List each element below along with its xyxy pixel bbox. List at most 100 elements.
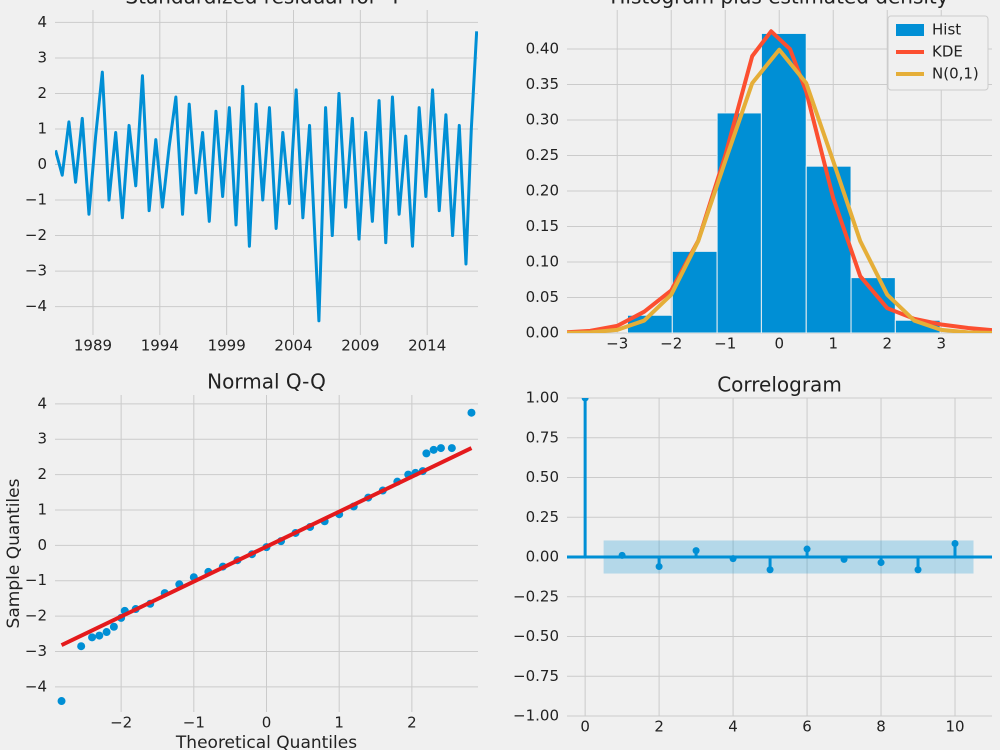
x-tick-label: −1 (714, 335, 736, 353)
y-tick-label: −1 (25, 571, 47, 589)
qq-point (109, 622, 118, 631)
y-tick-label: 1 (37, 119, 47, 137)
y-tick-label: 0.75 (526, 428, 559, 446)
legend-swatch (896, 24, 924, 36)
y-axis-label: Sample Quantiles (4, 478, 24, 628)
panel: −4 −3 −2 −1 0 1 2 3 4 1989 1994 1999 2004 2009 2014 Sta… (25, 0, 478, 355)
y-tick-label: 2 (37, 84, 47, 102)
legend: Hist KDE N(0,1) (887, 15, 989, 91)
y-tick-label: −1.00 (513, 707, 559, 725)
y-tick-label: −0.75 (513, 667, 559, 685)
y-tick-label: 0.10 (526, 253, 559, 271)
fit-line (60, 446, 473, 647)
x-tick-label: 2004 (274, 337, 312, 355)
y-tick-label: 2 (37, 465, 47, 483)
qq-point (436, 444, 445, 453)
y-tick-label: 0.00 (526, 324, 559, 342)
residual-line (55, 31, 478, 323)
x-tick-label: 0 (774, 335, 784, 353)
hist-bar (716, 112, 762, 333)
x-tick-label: 0 (262, 714, 272, 732)
x-tick-label: −3 (606, 335, 628, 353)
qq-point (422, 449, 431, 458)
y-tick-label: −0.50 (513, 627, 559, 645)
y-tick-label: 3 (37, 48, 47, 66)
y-tick-label: 0.05 (526, 288, 559, 306)
plot-area (55, 31, 478, 323)
x-tick-label: 4 (728, 718, 738, 736)
density-curve (567, 47, 992, 333)
qq-point (429, 445, 438, 454)
stem-marker (877, 559, 885, 567)
y-tick-label: 3 (37, 430, 47, 448)
y-tick-label: 0 (37, 536, 47, 554)
x-tick-label: 6 (802, 718, 812, 736)
y-tick-label: 0.35 (526, 75, 559, 93)
plot-area (57, 408, 476, 706)
qq-point (95, 631, 104, 640)
y-tick-label: 0.00 (526, 548, 559, 566)
stem-marker (914, 566, 922, 574)
qq-point (102, 628, 111, 637)
chart-title: Correlogram (717, 373, 842, 397)
chart-title: Normal Q-Q (207, 370, 326, 394)
x-tick-label: 1 (334, 714, 344, 732)
y-tick-label: 4 (37, 394, 47, 412)
stem-marker (951, 539, 959, 547)
x-axis-label: Theoretical Quantiles (175, 733, 357, 750)
y-tick-label: 4 (37, 13, 47, 31)
stem-marker (655, 563, 663, 571)
y-tick-label: 0.20 (526, 182, 559, 200)
x-tick-label: 1989 (74, 337, 112, 355)
density-curve (567, 29, 992, 333)
x-tick-label: −2 (660, 335, 682, 353)
stem-marker (618, 551, 626, 559)
y-tick-label: 1 (37, 500, 47, 518)
y-tick-label: −4 (25, 297, 47, 315)
x-tick-label: 2 (654, 718, 664, 736)
chart-title: Standardized residual for "I" (125, 0, 407, 9)
y-tick-label: 0.25 (526, 146, 559, 164)
legend-label: KDE (932, 43, 963, 61)
qq-point (77, 642, 86, 651)
qq-point (447, 444, 456, 453)
x-tick-label: 2 (882, 335, 892, 353)
x-tick-label: 1 (828, 335, 838, 353)
y-tick-label: 0 (37, 155, 47, 173)
x-tick-label: 2 (407, 714, 417, 732)
qq-point (88, 633, 97, 642)
y-tick-label: 0.15 (526, 217, 559, 235)
y-tick-label: 1.00 (526, 389, 559, 407)
stem-marker (581, 398, 589, 402)
plot-area (567, 398, 992, 574)
y-tick-label: −2 (25, 607, 47, 625)
x-tick-label: 10 (945, 718, 964, 736)
x-tick-label: 1999 (208, 337, 246, 355)
stem-marker (729, 555, 737, 563)
stem-marker (692, 547, 700, 555)
y-tick-label: −3 (25, 262, 47, 280)
y-tick-label: 0.30 (526, 111, 559, 129)
legend-label: Hist (932, 21, 961, 39)
x-tick-label: 3 (936, 335, 946, 353)
panel: 0.00 0.05 0.10 0.15 0.20 0.25 0.30 0.35 0.40 −3 −2… (526, 0, 992, 353)
x-tick-label: 0 (580, 718, 590, 736)
panel: −4 −3 −2 −1 0 1 2 3 4 −2 −1 0 1 2 Normal Q-Q Theoretica… (4, 370, 478, 750)
x-tick-label: 8 (876, 718, 886, 736)
legend-label: N(0,1) (932, 65, 979, 83)
y-tick-label: 0.50 (526, 468, 559, 486)
stem-marker (766, 566, 774, 574)
y-tick-label: −4 (25, 677, 47, 695)
panel: −1.00 −0.75 −0.50 −0.25 0.00 0.25 0.50 0.75 1.00… (513, 373, 992, 736)
stem-marker (840, 555, 848, 563)
x-tick-label: 2009 (341, 337, 379, 355)
y-tick-label: −2 (25, 226, 47, 244)
qq-point (57, 697, 66, 706)
y-tick-label: −3 (25, 642, 47, 660)
plot-area (567, 29, 992, 333)
chart-title: Histogram plus estimated density (610, 0, 948, 9)
y-tick-label: −0.25 (513, 587, 559, 605)
x-tick-label: 2014 (408, 337, 446, 355)
hist-bar (760, 32, 807, 333)
